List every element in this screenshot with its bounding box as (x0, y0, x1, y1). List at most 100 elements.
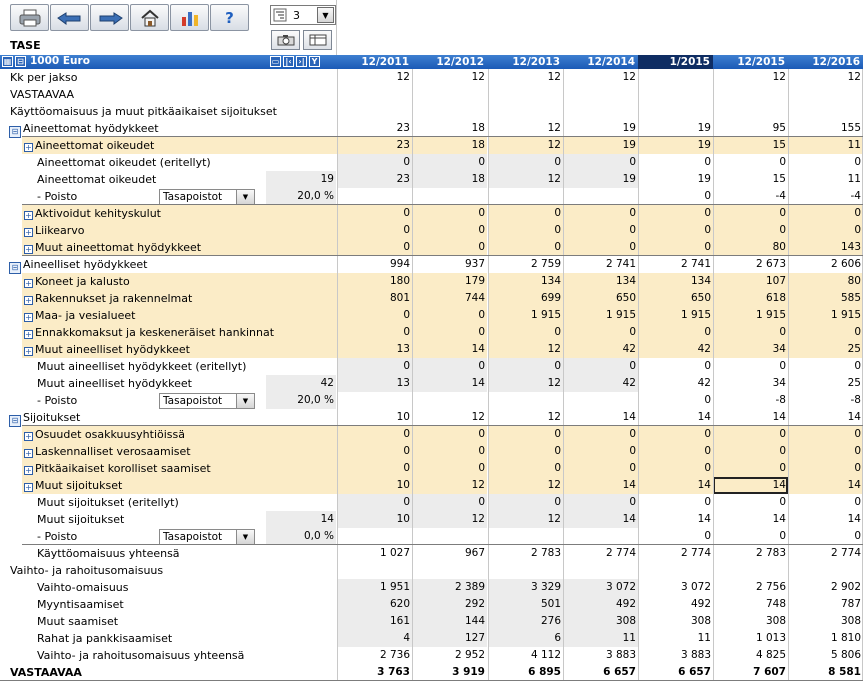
table-cell[interactable]: 25 (847, 377, 861, 389)
table-cell[interactable]: 143 (788, 239, 863, 256)
home-button[interactable] (130, 4, 169, 31)
opening-value-input[interactable]: 19 (266, 171, 336, 188)
table-cell[interactable]: 12 (488, 137, 563, 154)
table-cell[interactable]: 14 (412, 375, 487, 392)
expand-icon[interactable]: + (24, 228, 33, 237)
table-cell[interactable]: 14 (847, 513, 861, 525)
table-cell[interactable]: 492 (690, 598, 711, 610)
table-cell[interactable]: 19 (638, 137, 713, 154)
table-cell[interactable]: 11 (847, 173, 861, 185)
table-cell[interactable]: 14 (563, 477, 638, 494)
table-cell[interactable] (563, 86, 638, 103)
expand-icon[interactable]: + (24, 432, 33, 441)
table-cell[interactable]: 0 (788, 222, 863, 239)
table-cell[interactable]: 0 (412, 494, 487, 511)
table-cell[interactable]: 2 774 (680, 547, 711, 559)
table-cell[interactable]: 179 (412, 273, 487, 290)
table-cell[interactable]: 19 (563, 137, 638, 154)
table-cell[interactable] (638, 86, 713, 103)
table-cell[interactable]: 0 (638, 239, 713, 256)
table-cell[interactable]: 1 810 (830, 632, 861, 644)
table-cell[interactable]: 14 (638, 477, 713, 494)
table-cell[interactable]: 0 (704, 496, 711, 508)
table-cell[interactable]: 19 (697, 122, 711, 134)
table-cell[interactable]: 14 (697, 513, 711, 525)
depreciation-method-select[interactable]: Tasapoistot ▼ (159, 393, 255, 409)
table-cell[interactable]: 15 (772, 173, 786, 185)
table-cell[interactable]: 937 (464, 258, 485, 270)
table-cell[interactable] (638, 69, 713, 86)
table-cell[interactable]: 0 (337, 222, 412, 239)
expand-icon[interactable]: + (24, 313, 33, 322)
table-cell[interactable]: 14 (713, 477, 788, 494)
table-cell[interactable]: 650 (638, 290, 713, 307)
table-cell[interactable] (412, 562, 487, 579)
table-cell[interactable] (563, 528, 638, 545)
table-cell[interactable]: 0 (788, 205, 863, 222)
table-cell[interactable]: 14 (563, 511, 638, 528)
table-cell[interactable]: 134 (563, 273, 638, 290)
table-cell[interactable]: 2 756 (755, 581, 786, 593)
table-cell[interactable]: 292 (412, 596, 487, 613)
table-cell[interactable]: 0 (412, 239, 487, 256)
table-cell[interactable]: 10 (396, 411, 410, 423)
table-cell[interactable] (412, 528, 487, 545)
table-cell[interactable]: 144 (412, 613, 487, 630)
collapse-icon[interactable]: ⊟ (9, 126, 21, 138)
table-cell[interactable]: 25 (788, 341, 863, 358)
table-cell[interactable] (412, 86, 487, 103)
table-cell[interactable]: 19 (622, 122, 636, 134)
table-cell[interactable]: 748 (765, 598, 786, 610)
table-cell[interactable]: 0 (337, 307, 412, 324)
collapse-icon[interactable]: ⊟ (9, 415, 21, 427)
table-cell[interactable]: 0 (337, 154, 412, 171)
table-cell[interactable] (488, 528, 563, 545)
table-cell[interactable]: 0 (337, 324, 412, 341)
table-cell[interactable]: -4 (775, 190, 786, 202)
table-cell[interactable] (488, 103, 563, 120)
table-cell[interactable]: 12 (622, 71, 636, 83)
table-cell[interactable]: 0 (563, 358, 638, 375)
table-cell[interactable]: 0 (779, 530, 786, 542)
table-cell[interactable]: 13 (337, 375, 412, 392)
table-cell[interactable]: 2 389 (412, 579, 487, 596)
table-cell[interactable]: 0 (854, 496, 861, 508)
column-header[interactable]: 1/2015 (638, 55, 713, 69)
table-cell[interactable]: 620 (337, 596, 412, 613)
table-cell[interactable]: 18 (412, 137, 487, 154)
table-cell[interactable]: 0 (638, 460, 713, 477)
table-cell[interactable]: 0 (337, 494, 412, 511)
prev-period-icon[interactable]: |‹ (283, 56, 294, 67)
table-cell[interactable]: 127 (412, 630, 487, 647)
table-cell[interactable]: 8 581 (828, 666, 861, 678)
column-header[interactable]: 12/2012 (436, 56, 484, 68)
table-cell[interactable] (488, 86, 563, 103)
table-cell[interactable]: 0 (779, 360, 786, 372)
table-cell[interactable]: 0 (488, 222, 563, 239)
table-cell[interactable]: 13 (337, 341, 412, 358)
table-cell[interactable]: 0 (638, 426, 713, 443)
table-cell[interactable]: 0 (563, 443, 638, 460)
forward-button[interactable] (90, 4, 129, 31)
table-cell[interactable]: 0 (337, 239, 412, 256)
table-cell[interactable]: 14 (772, 411, 786, 423)
table-cell[interactable]: 18 (471, 122, 485, 134)
table-cell[interactable]: 2 736 (379, 649, 410, 661)
chart-button[interactable] (170, 4, 209, 31)
table-cell[interactable] (488, 392, 563, 409)
table-cell[interactable]: 308 (765, 615, 786, 627)
table-cell[interactable]: 11 (697, 632, 711, 644)
table-cell[interactable]: 0 (779, 156, 786, 168)
table-cell[interactable] (337, 86, 412, 103)
table-cell[interactable]: 1 915 (788, 307, 863, 324)
next-period-icon[interactable]: ›| (296, 56, 307, 67)
table-cell[interactable]: 0 (788, 460, 863, 477)
table-cell[interactable]: 19 (563, 171, 638, 188)
table-cell[interactable]: 95 (772, 122, 786, 134)
table-cell[interactable]: 12 (847, 71, 861, 83)
table-cell[interactable]: 7 607 (753, 666, 786, 678)
table-cell[interactable] (563, 103, 638, 120)
table-cell[interactable]: 308 (690, 615, 711, 627)
expand-icon[interactable]: + (24, 211, 33, 220)
table-cell[interactable]: 107 (713, 273, 788, 290)
